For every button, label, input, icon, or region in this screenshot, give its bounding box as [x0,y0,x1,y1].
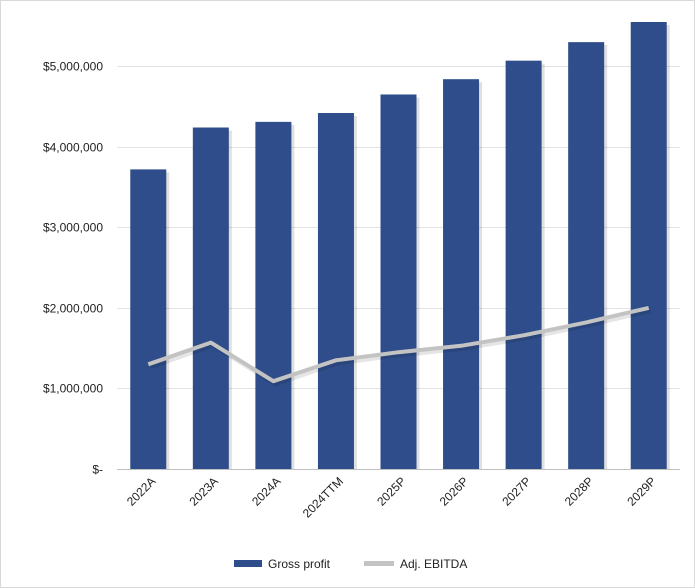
bar-gross-profit [130,169,167,469]
x-tick-label: 2023A [187,474,221,508]
adj-ebitda-line [147,305,650,384]
adj-ebitda-line-group [147,305,652,387]
x-tick-label: 2029P [624,474,658,508]
y-tick-label: $3,000,000 [43,221,103,235]
x-tick-label: 2024A [249,474,283,508]
legend-label-gross-profit: Gross profit [268,557,331,571]
bar-gross-profit [317,113,354,470]
bar-gross-profit [630,22,667,469]
bar-gross-profit [255,121,292,469]
y-tick-label: $- [92,463,103,477]
x-tick-label: 2026P [437,474,471,508]
bar-gross-profit [380,94,417,470]
bar-gross-profit [568,42,605,470]
y-tick-label: $2,000,000 [43,302,103,316]
bar-gross-profit [505,60,542,470]
legend-label-adj-ebitda: Adj. EBITDA [400,557,467,571]
legend: Gross profit Adj. EBITDA [234,557,467,571]
x-tick-label: 2024TTM [300,474,346,520]
bar-gross-profit [192,127,229,469]
x-tick-label: 2028P [562,474,596,508]
y-tick-label: $1,000,000 [43,382,103,396]
bar-gross-profit [443,79,480,470]
x-tick-label: 2022A [124,474,158,508]
legend-swatch-gross-profit [234,560,262,567]
x-tick-label: 2025P [374,474,408,508]
x-tick-label: 2027P [499,474,533,508]
y-axis: $- $1,000,000 $2,000,000 $3,000,000 $4,000,0… [43,60,103,477]
y-tick-label: $4,000,000 [43,141,103,155]
gross-profit-bars [130,22,670,470]
x-axis: 2022A 2023A 2024A 2024TTM 2025P 2026P 2027P 202… [124,474,659,520]
y-tick-label: $5,000,000 [43,60,103,74]
